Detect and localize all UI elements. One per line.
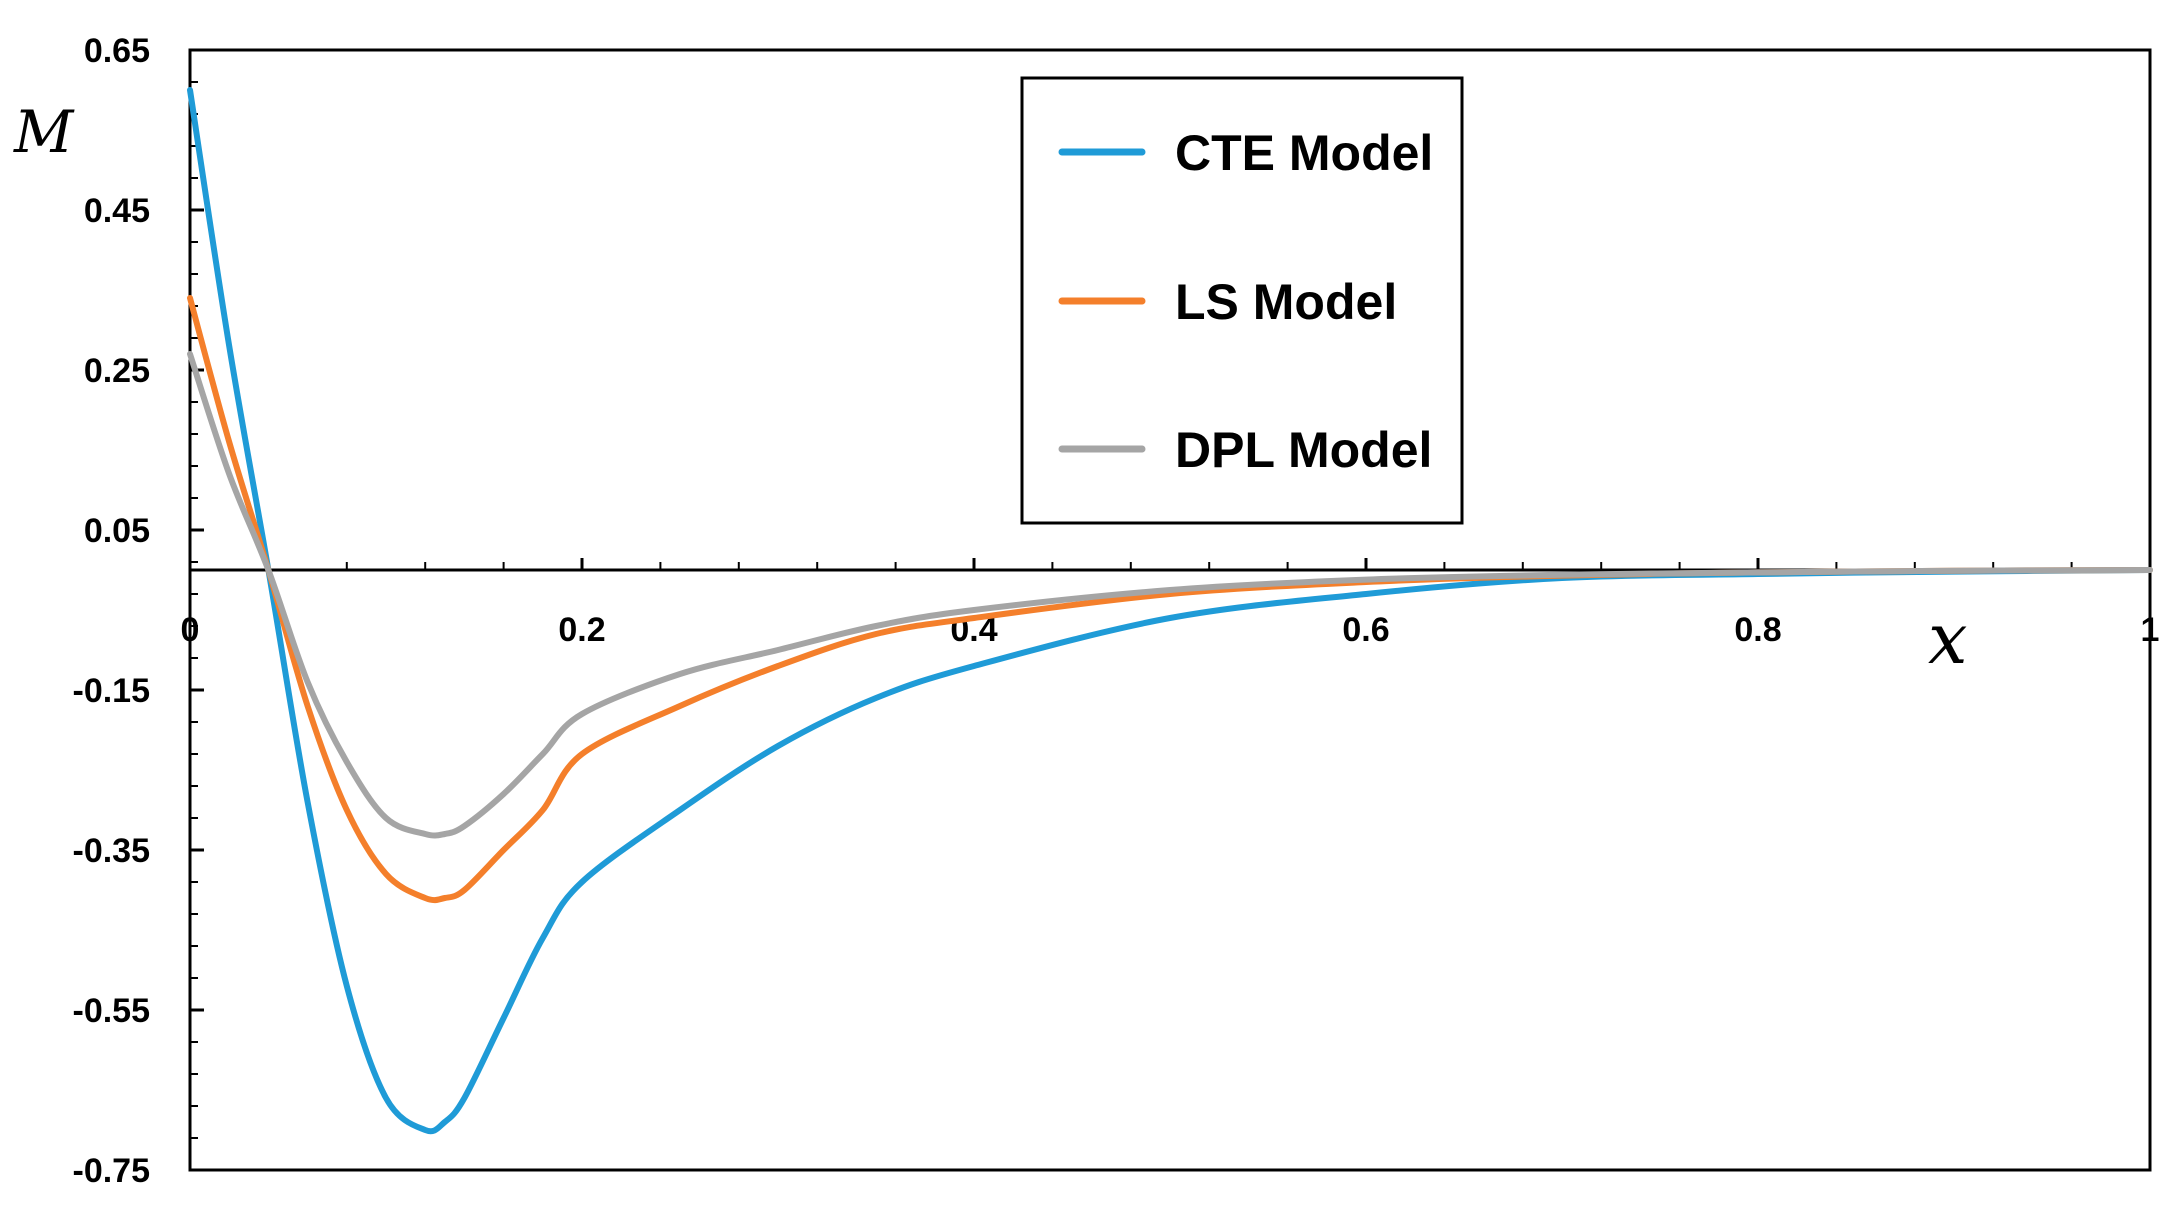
x-tick-label: 0 xyxy=(181,611,200,649)
plot-frame xyxy=(188,48,2152,1172)
x-axis-label: x xyxy=(1928,598,1967,680)
x-tick-label: 0.6 xyxy=(1342,611,1389,649)
legend-label-ls-model: LS Model xyxy=(1175,274,1397,330)
y-tick-label: -0.55 xyxy=(73,992,151,1030)
y-tick-label: 0.45 xyxy=(84,192,150,230)
y-tick-label: -0.15 xyxy=(73,672,151,710)
legend-label-dpl-model: DPL Model xyxy=(1175,422,1432,478)
legend-label-cte-model: CTE Model xyxy=(1175,125,1433,181)
y-axis-label: M xyxy=(13,98,75,166)
plot-border xyxy=(188,48,2152,1172)
series-layer xyxy=(187,87,2153,1135)
legend: CTE Model LS Model DPL Model xyxy=(1020,76,1464,525)
y-tick-label: -0.75 xyxy=(73,1152,151,1190)
y-tick-label: 0.65 xyxy=(84,32,150,70)
y-tick-label: -0.35 xyxy=(73,832,151,870)
x-tick-label: 1 xyxy=(2141,611,2160,649)
x-tick-label: 0.2 xyxy=(558,611,605,649)
series-line-dpl-model xyxy=(187,351,2153,839)
y-tick-label: 0.25 xyxy=(84,352,150,390)
y-tick-label: 0.05 xyxy=(84,512,150,550)
x-tick-label: 0.8 xyxy=(1734,611,1781,649)
y-axis: 0.65 0.45 0.25 0.05 -0.15 -0.35 -0.55 -0.75 xyxy=(73,32,204,1190)
